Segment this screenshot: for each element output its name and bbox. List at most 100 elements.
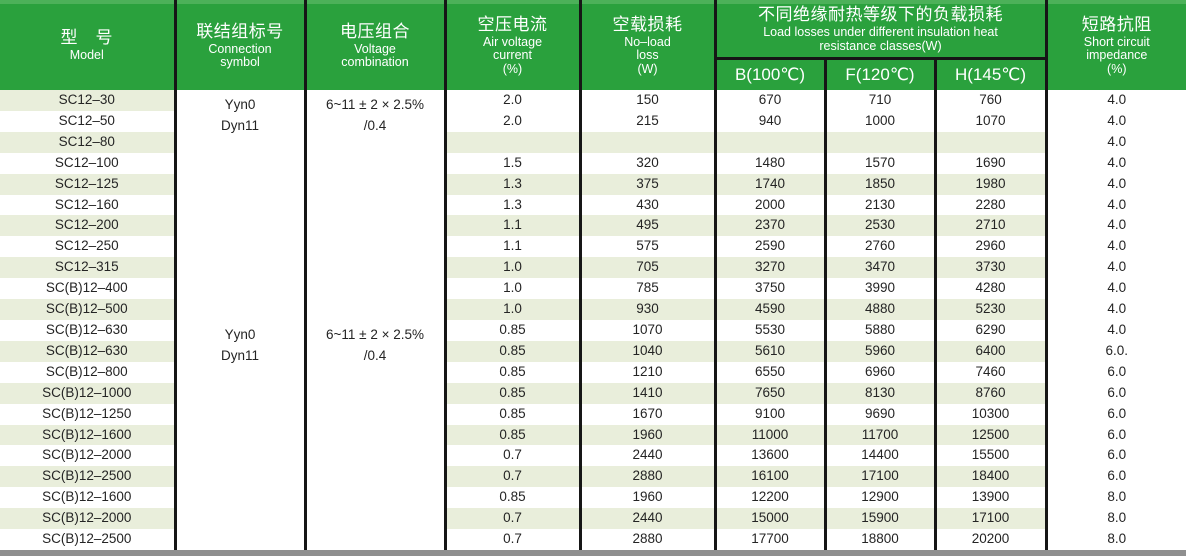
short-circuit-impedance-cell: 4.0 (1046, 299, 1186, 320)
voltage-combination-cell: 6~11 ± 2 × 2.5% /0.4 (305, 319, 447, 550)
load-loss-h145-cell: 5230 (935, 299, 1048, 320)
table-row: SC(B)12–1250 0.85 1670 9100 9690 10300 6.0 (0, 403, 1186, 425)
load-loss-h145-cell: 2280 (935, 194, 1048, 216)
no-load-loss-cell: 375 (580, 173, 717, 195)
table-row: SC12–160 1.3 430 2000 2130 2280 4.0 (0, 194, 1186, 216)
short-circuit-impedance-cell: 6.0. (1046, 340, 1186, 362)
short-circuit-impedance-cell: 8.0 (1046, 529, 1186, 550)
load-loss-h145-cell: 6400 (935, 340, 1048, 362)
load-loss-f120-cell: 5960 (825, 340, 937, 362)
header-impedance-en: Short circuit impedance (%) (1083, 34, 1150, 76)
load-loss-h145-cell: 17100 (935, 508, 1048, 530)
air-voltage-current-cell: 1.1 (445, 215, 582, 237)
air-voltage-current-cell: 0.7 (445, 466, 582, 488)
header-connection-zh: 联结组标号 (196, 21, 284, 41)
load-loss-f120-cell: 5880 (825, 319, 937, 341)
model-cell: SC(B)12–2000 (0, 508, 177, 530)
short-circuit-impedance-cell: 6.0 (1046, 445, 1186, 467)
load-loss-h145-cell: 2960 (935, 236, 1048, 258)
air-voltage-current-cell: 0.85 (445, 403, 582, 425)
no-load-loss-cell: 1070 (580, 319, 717, 341)
air-voltage-current-cell: 1.5 (445, 152, 582, 174)
model-cell: SC12–160 (0, 194, 177, 216)
header-air-voltage-current: 空压电流 Air voltage current (%) (445, 0, 582, 90)
table-row: SC(B)12–1600 0.85 1960 12200 12900 13900 8.0 (0, 487, 1186, 509)
load-loss-f120-cell: 6960 (825, 361, 937, 383)
header-current-zh: 空压电流 (477, 14, 548, 34)
header-connection-en: Connection symbol (208, 41, 272, 69)
load-loss-f120-cell: 8130 (825, 382, 937, 404)
load-loss-b100-cell: 9100 (715, 403, 827, 425)
model-cell: SC(B)12–1600 (0, 424, 177, 446)
short-circuit-impedance-cell: 4.0 (1046, 131, 1186, 153)
no-load-loss-cell: 930 (580, 299, 717, 320)
load-loss-b100-cell: 12200 (715, 487, 827, 509)
load-loss-f120-cell (825, 131, 937, 153)
table-row: SC(B)12–2000 0.7 2440 15000 15900 17100 8.0 (0, 508, 1186, 530)
load-loss-h145-cell: 1980 (935, 173, 1048, 195)
air-voltage-current-cell: 1.3 (445, 173, 582, 195)
load-loss-b100-cell: 1480 (715, 152, 827, 174)
header-impedance-zh: 短路抗阻 (1081, 14, 1152, 34)
short-circuit-impedance-cell: 4.0 (1046, 194, 1186, 216)
model-cell: SC12–125 (0, 173, 177, 195)
no-load-loss-cell: 1670 (580, 403, 717, 425)
air-voltage-current-cell: 0.7 (445, 445, 582, 467)
load-loss-f120-cell: 9690 (825, 403, 937, 425)
model-cell: SC(B)12–800 (0, 361, 177, 383)
table-row: SC(B)12–2500 0.7 2880 16100 17100 18400 6.0 (0, 466, 1186, 488)
header-class-b: B(100℃) (715, 58, 827, 90)
model-cell: SC(B)12–2000 (0, 445, 177, 467)
table-row: SC12–315 1.0 705 3270 3470 3730 4.0 (0, 257, 1186, 279)
load-loss-f120-cell: 11700 (825, 424, 937, 446)
load-loss-b100-cell: 15000 (715, 508, 827, 530)
load-loss-h145-cell: 10300 (935, 403, 1048, 425)
load-loss-b100-cell: 13600 (715, 445, 827, 467)
load-loss-b100-cell: 17700 (715, 529, 827, 550)
header-load-losses-group: 不同绝缘耐热等级下的负载损耗 Load losses under differe… (715, 0, 1048, 60)
no-load-loss-cell: 575 (580, 236, 717, 258)
load-loss-b100-cell: 7650 (715, 382, 827, 404)
load-loss-f120-cell: 2530 (825, 215, 937, 237)
load-loss-h145-cell: 2710 (935, 215, 1048, 237)
table-row: SC12–50 2.0 215 940 1000 1070 4.0 (0, 110, 1186, 132)
model-cell: SC(B)12–630 (0, 319, 177, 341)
model-cell: SC(B)12–500 (0, 299, 177, 320)
short-circuit-impedance-cell: 4.0 (1046, 215, 1186, 237)
model-cell: SC12–80 (0, 131, 177, 153)
table-row: SC12–30 Yyn0 Dyn11 6~11 ± 2 × 2.5% /0.4 2.0… (0, 90, 1186, 320)
header-model: 型 号 Model (0, 0, 177, 90)
voltage-combination-cell: 6~11 ± 2 × 2.5% /0.4 (305, 90, 447, 320)
table-row: SC12–200 1.1 495 2370 2530 2710 4.0 (0, 215, 1186, 237)
load-loss-f120-cell: 12900 (825, 487, 937, 509)
short-circuit-impedance-cell: 4.0 (1046, 152, 1186, 174)
no-load-loss-cell: 2440 (580, 508, 717, 530)
header-noload-en: No–load loss (W) (624, 34, 671, 76)
table-row: SC(B)12–2500 0.7 2880 17700 18800 20200 8.0 (0, 529, 1186, 550)
air-voltage-current-cell: 1.0 (445, 299, 582, 320)
short-circuit-impedance-cell: 6.0 (1046, 361, 1186, 383)
header-voltage-combination: 电压组合 Voltage combination (305, 0, 447, 90)
air-voltage-current-cell: 1.0 (445, 257, 582, 279)
load-loss-b100-cell: 3750 (715, 278, 827, 300)
header-model-zh: 型 号 (60, 28, 113, 48)
connection-symbol-cell: Yyn0 Dyn11 (175, 319, 307, 550)
short-circuit-impedance-cell: 6.0 (1046, 424, 1186, 446)
header-short-circuit-impedance: 短路抗阻 Short circuit impedance (%) (1046, 0, 1186, 90)
load-loss-f120-cell: 4880 (825, 299, 937, 320)
short-circuit-impedance-cell: 4.0 (1046, 319, 1186, 341)
air-voltage-current-cell: 0.85 (445, 340, 582, 362)
load-loss-h145-cell: 12500 (935, 424, 1048, 446)
air-voltage-current-cell: 0.7 (445, 529, 582, 550)
bottom-divider-bar (0, 549, 1186, 556)
load-loss-b100-cell: 6550 (715, 361, 827, 383)
load-loss-h145-cell: 8760 (935, 382, 1048, 404)
load-loss-f120-cell: 2760 (825, 236, 937, 258)
model-cell: SC12–250 (0, 236, 177, 258)
model-cell: SC12–50 (0, 110, 177, 132)
header-class-h: H(145℃) (935, 58, 1048, 90)
load-loss-h145-cell: 1690 (935, 152, 1048, 174)
load-loss-h145-cell: 15500 (935, 445, 1048, 467)
header-load-losses-zh: 不同绝缘耐热等级下的负载损耗 (758, 5, 1004, 24)
load-loss-b100-cell: 670 (715, 90, 827, 111)
